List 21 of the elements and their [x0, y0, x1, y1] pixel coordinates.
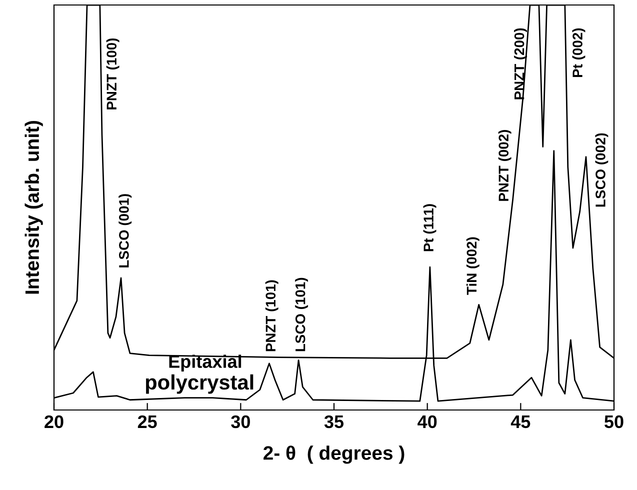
- x-tick-label: 50: [604, 415, 624, 428]
- annotation: PNZT (200): [514, 28, 527, 100]
- x-tick-label: 20: [44, 415, 64, 428]
- annotation: LSCO (001): [118, 194, 132, 268]
- x-tick-label: 30: [231, 415, 250, 428]
- x-tick-label: 35: [324, 415, 344, 428]
- x-tick-label: 45: [510, 416, 530, 428]
- annotation: LSCO (101): [295, 278, 308, 352]
- annotation: TiN (002): [466, 237, 480, 295]
- annotation: PNZT (100): [106, 38, 120, 110]
- annotation: Pt (002): [572, 28, 586, 77]
- x-tick-label: 40: [418, 415, 437, 428]
- x-axis-title: 2- θ ( degrees ): [264, 446, 404, 464]
- y-axis-title: Intensity (arb. unit): [24, 120, 43, 294]
- annotation: Pt (111): [423, 204, 436, 252]
- series-label: Epitaxial: [169, 354, 242, 372]
- annotation: PNZT (002): [498, 130, 512, 201]
- annotation: PNZT (101): [265, 280, 278, 352]
- series-label: polycrystal: [146, 374, 254, 394]
- annotation: LSCO (002): [595, 133, 608, 207]
- x-tick-label: 25: [138, 415, 157, 428]
